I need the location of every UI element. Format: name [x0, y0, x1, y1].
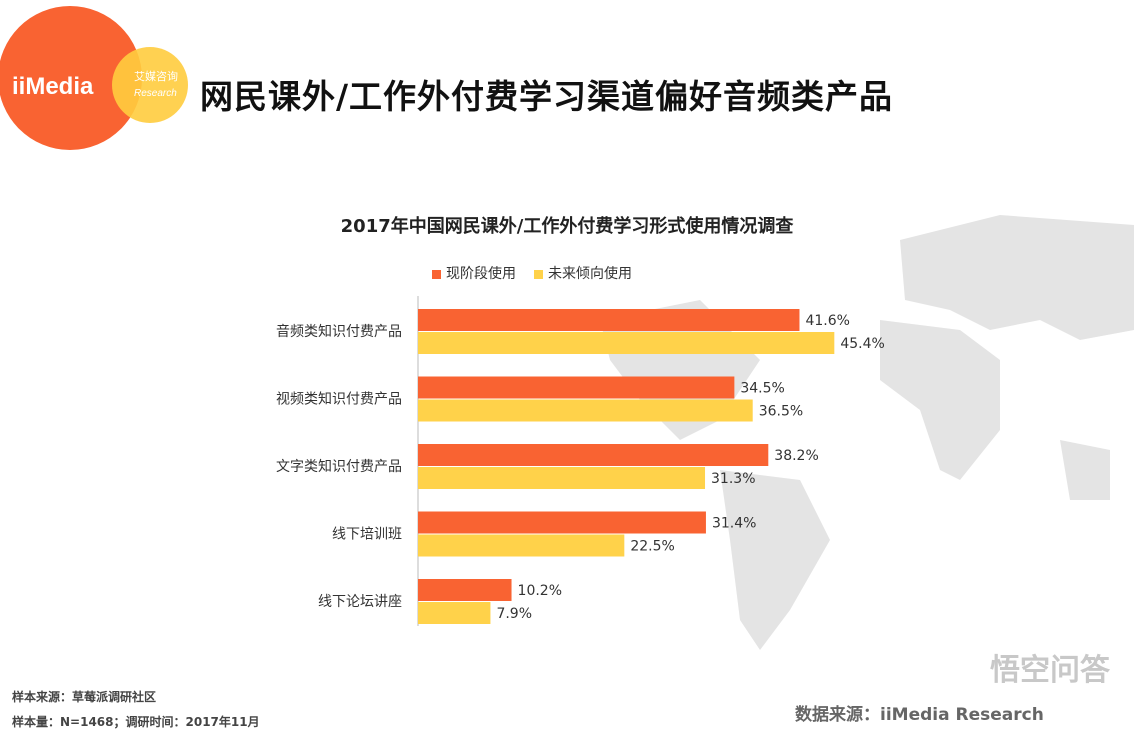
data-label: 36.5% [759, 404, 803, 420]
watermark: 悟空问答 [990, 653, 1110, 688]
data-label: 31.4% [712, 516, 756, 532]
bar-future [418, 602, 491, 624]
data-label: 31.3% [711, 471, 755, 487]
data-label: 45.4% [840, 336, 884, 352]
data-label: 7.9% [496, 606, 532, 622]
data-label: 10.2% [518, 583, 562, 599]
data-label: 38.2% [774, 448, 818, 464]
iimedia-logo: iiMedia 艾媒咨询 Research [0, 6, 188, 150]
sample-source: 样本来源：草莓派调研社区 [12, 690, 157, 704]
legend: 现阶段使用 未来倾向使用 [432, 263, 632, 283]
category-label: 线下论坛讲座 [318, 594, 402, 610]
bar-current [418, 511, 706, 534]
bar-current [418, 376, 735, 399]
bar-future [418, 332, 835, 354]
bar-future [418, 467, 706, 489]
chart-title: 2017年中国网民课外/工作外付费学习形式使用情况调查 [340, 216, 794, 237]
bar-current [418, 579, 512, 601]
category-label: 文字类知识付费产品 [276, 458, 402, 475]
data-label: 41.6% [805, 313, 849, 329]
legend-item-current: 现阶段使用 [432, 263, 516, 283]
logo-cn: 艾媒咨询 [134, 69, 178, 83]
data-label: 34.5% [740, 381, 784, 397]
data-source: 数据来源：iiMedia Research [795, 705, 1044, 725]
data-label: 22.5% [630, 539, 674, 555]
sample-size: 样本量：N=1468；调研时间：2017年11月 [12, 715, 260, 729]
bar-future [418, 534, 625, 557]
legend-item-future: 未来倾向使用 [534, 263, 632, 283]
bar-future [418, 399, 753, 422]
bar-current [418, 309, 800, 331]
bar-current [418, 444, 769, 466]
page-title: 网民课外/工作外付费学习渠道偏好音频类产品 [200, 77, 894, 116]
category-label: 线下培训班 [332, 527, 402, 543]
category-label: 视频类知识付费产品 [276, 391, 402, 408]
category-label: 音频类知识付费产品 [276, 323, 402, 340]
logo-brand: iiMedia [12, 73, 94, 100]
logo-en: Research [134, 88, 177, 99]
